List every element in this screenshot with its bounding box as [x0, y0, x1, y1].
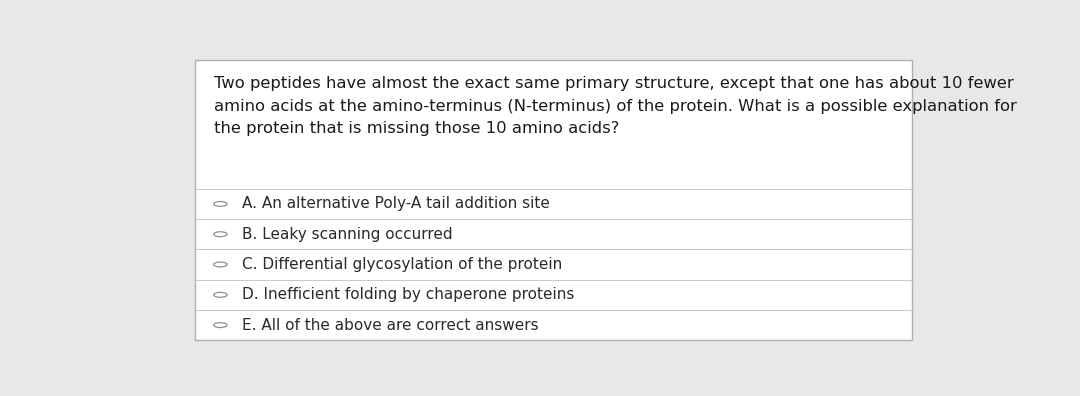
Text: D. Inefficient folding by chaperone proteins: D. Inefficient folding by chaperone prot… [242, 287, 575, 302]
Text: A. An alternative Poly-A tail addition site: A. An alternative Poly-A tail addition s… [242, 196, 550, 211]
Text: C. Differential glycosylation of the protein: C. Differential glycosylation of the pro… [242, 257, 563, 272]
Text: Two peptides have almost the exact same primary structure, except that one has a: Two peptides have almost the exact same … [214, 76, 1016, 136]
Text: B. Leaky scanning occurred: B. Leaky scanning occurred [242, 227, 453, 242]
FancyBboxPatch shape [195, 60, 912, 340]
Text: E. All of the above are correct answers: E. All of the above are correct answers [242, 318, 539, 333]
